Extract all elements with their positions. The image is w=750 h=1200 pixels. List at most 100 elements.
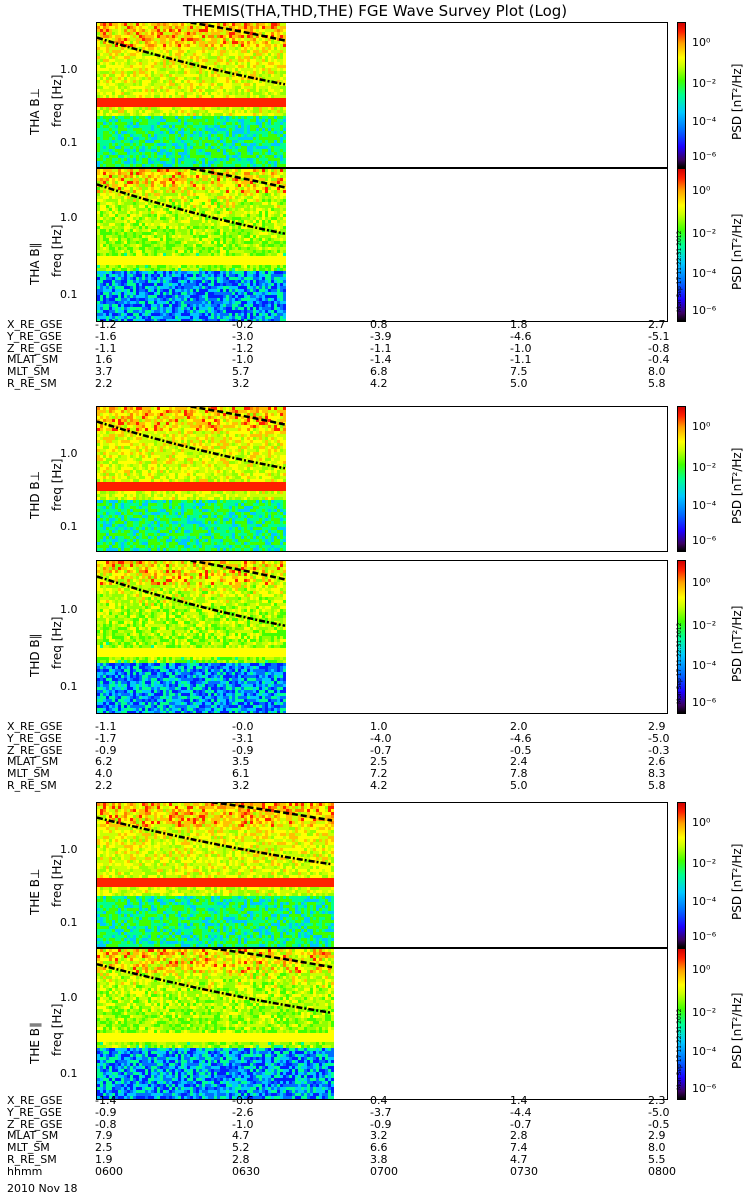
ephemeris-value: 7.8 (510, 767, 528, 780)
y-axis-label: THD B⊥ (28, 471, 42, 519)
ephemeris-value: -1.0 (232, 1118, 253, 1131)
ephemeris-value: 2.4 (510, 755, 528, 768)
date-label: 2010 Nov 18 (7, 1182, 77, 1195)
ephemeris-value: 0600 (95, 1165, 123, 1178)
y-axis-label: THE B⊥ (28, 869, 42, 915)
ephemeris-value: 3.2 (232, 779, 250, 792)
ephemeris-value: 8.0 (648, 365, 666, 378)
y-axis-unit: freq [Hz] (50, 855, 64, 907)
ephemeris-value: 2.5 (95, 1141, 113, 1154)
ephemeris-value: -0.2 (232, 318, 253, 331)
colorbar-label: PSD [nT²/Hz] (730, 448, 744, 524)
ephemeris-row: Y_RE_GSE -1.7 -3.1 -4.0 -4.6 -5.0 (7, 732, 707, 745)
colorbar-tick-label: 10⁰ (692, 36, 710, 49)
colorbar-label: PSD [nT²/Hz] (730, 64, 744, 140)
colorbar-tick-label: 10⁻⁶ (692, 696, 716, 709)
colorbar-tick-label: 10⁻² (692, 461, 716, 474)
ephemeris-label: MLT_SM (7, 767, 50, 780)
ephemeris-value: -1.1 (95, 720, 116, 733)
spectrogram-panel (96, 802, 668, 948)
ephemeris-value: 2.8 (510, 1129, 528, 1142)
colorbar-tick-label: 10⁻² (692, 619, 716, 632)
ephemeris-row: X_RE_GSE -1.1 -0.0 1.0 2.0 2.9 (7, 720, 707, 733)
ephemeris-value: 8.3 (648, 767, 666, 780)
ephemeris-value: -1.4 (370, 353, 391, 366)
ephemeris-value: 2.8 (232, 1153, 250, 1166)
y-tick-label: 0.1 (60, 1067, 78, 1080)
colorbar-tick-label: 10⁻⁴ (692, 895, 716, 908)
ephemeris-row: Z_RE_GSE -0.9 -0.9 -0.7 -0.5 -0.3 (7, 744, 707, 757)
ephemeris-row: R_RE_SM 2.2 3.2 4.2 5.0 5.8 (7, 377, 707, 390)
ephemeris-value: -0.7 (370, 744, 391, 757)
ephemeris-row: Z_RE_GSE -0.8 -1.0 -0.9 -0.7 -0.5 (7, 1118, 707, 1131)
ephemeris-value: 1.9 (95, 1153, 113, 1166)
spectrogram-panel (96, 948, 668, 1100)
colorbar (677, 168, 686, 322)
ephemeris-label: Y_RE_GSE (7, 330, 62, 343)
gyrofrequency-curve (185, 407, 286, 426)
ephemeris-value: 4.0 (95, 767, 113, 780)
ephemeris-label: R_RE_SM (7, 1153, 57, 1166)
gyrofrequency-curve (97, 816, 333, 866)
ephemeris-value: -0.5 (648, 1118, 669, 1131)
ephemeris-label: MLAT_SM (7, 755, 58, 768)
ephemeris-value: 5.7 (232, 365, 250, 378)
ephemeris-value: 0.8 (370, 318, 388, 331)
ephemeris-row: X_RE_GSE -1.4 -0.6 0.4 1.4 2.3 (7, 1094, 707, 1107)
colorbar (677, 948, 686, 1100)
colorbar-tick-label: 10⁻⁴ (692, 115, 716, 128)
ephemeris-value: -4.4 (510, 1106, 531, 1119)
y-tick-label: 1.0 (60, 843, 78, 856)
ephemeris-label: X_RE_GSE (7, 318, 63, 331)
ephemeris-value: -0.8 (648, 342, 669, 355)
ephemeris-value: 2.7 (648, 318, 666, 331)
gyrofrequency-curve (208, 803, 333, 822)
ephemeris-value: -0.4 (648, 353, 669, 366)
ephemeris-value: 5.5 (648, 1153, 666, 1166)
ephemeris-value: 4.2 (370, 779, 388, 792)
ephemeris-label: MLT_SM (7, 365, 50, 378)
ephemeris-value: 2.9 (648, 720, 666, 733)
colorbar (677, 560, 686, 714)
ephemeris-value: 1.4 (510, 1094, 528, 1107)
ephemeris-value: -1.2 (95, 318, 116, 331)
spectrogram-image (97, 407, 286, 551)
spectrogram-image (97, 169, 286, 321)
ephemeris-row: Y_RE_GSE -1.6 -3.0 -3.9 -4.6 -5.1 (7, 330, 707, 343)
colorbar-tick-label: 10⁰ (692, 420, 710, 433)
ephemeris-value: 2.2 (95, 377, 113, 390)
ephemeris-value: -1.6 (95, 330, 116, 343)
ephemeris-row: R_RE_SM 1.9 2.8 3.8 4.7 5.5 (7, 1153, 707, 1166)
ephemeris-row: hhmm 0600 0630 0700 0730 0800 (7, 1165, 707, 1178)
spectrogram-image (97, 803, 334, 947)
colorbar-tick-label: 10⁻² (692, 227, 716, 240)
ephemeris-label: MLT_SM (7, 1141, 50, 1154)
timestamp-stamp: Mon Sep 17 11:22:31 2012 (676, 231, 683, 312)
spectrogram-image (97, 949, 334, 1099)
ephemeris-value: -1.1 (510, 353, 531, 366)
ephemeris-value: -1.7 (95, 732, 116, 745)
colorbar-tick-label: 10⁻⁶ (692, 150, 716, 163)
y-tick-label: 1.0 (60, 991, 78, 1004)
colorbar-tick-label: 10⁰ (692, 816, 710, 829)
ephemeris-value: -0.9 (232, 744, 253, 757)
ephemeris-value: 6.1 (232, 767, 250, 780)
colorbar-tick-label: 10⁰ (692, 576, 710, 589)
colorbar-tick-label: 10⁻² (692, 857, 716, 870)
ephemeris-value: -0.9 (95, 744, 116, 757)
y-tick-label: 1.0 (60, 211, 78, 224)
plot-title: THEMIS(THA,THD,THE) FGE Wave Survey Plot… (0, 2, 750, 20)
ephemeris-label: Y_RE_GSE (7, 1106, 62, 1119)
y-tick-label: 0.1 (60, 916, 78, 929)
ephemeris-value: 5.2 (232, 1141, 250, 1154)
ephemeris-value: -3.7 (370, 1106, 391, 1119)
ephemeris-row: Z_RE_GSE -1.1 -1.2 -1.1 -1.0 -0.8 (7, 342, 707, 355)
y-axis-label: THA B∥ (28, 242, 42, 285)
timestamp-stamp: Mon Sep 17 11:22:31 2012 (676, 623, 683, 704)
ephemeris-value: 5.0 (510, 779, 528, 792)
colorbar-tick-label: 10⁰ (692, 184, 710, 197)
timestamp-stamp: Mon Sep 17 11:22:31 2012 (676, 1009, 683, 1090)
ephemeris-value: 3.7 (95, 365, 113, 378)
ephemeris-value: 8.0 (648, 1141, 666, 1154)
